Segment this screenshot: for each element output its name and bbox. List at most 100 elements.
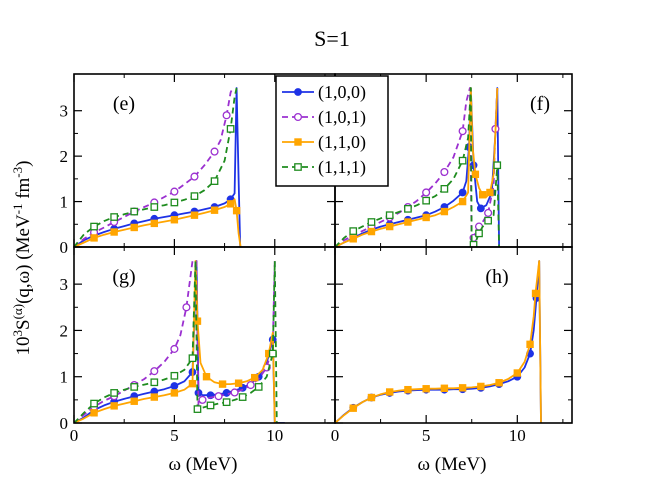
panel-h: 0 5 10 (h) — [331, 246, 573, 445]
data-point-1-1-0 — [404, 385, 412, 394]
data-point-1-1-1 — [130, 383, 139, 391]
data-point-1-1-0 — [150, 219, 159, 228]
legend-label: (1,0,1) — [318, 107, 366, 128]
data-point-1-0-0 — [170, 382, 179, 390]
y-tick-label: 3 — [60, 275, 69, 294]
data-point-1-1-0 — [477, 382, 485, 391]
data-point-1-1-1 — [210, 177, 219, 185]
data-point-1-0-1 — [458, 127, 467, 136]
data-point-1-1-0 — [193, 317, 202, 325]
data-point-1-1-0 — [349, 235, 357, 243]
data-point-1-1-1 — [254, 383, 263, 391]
legend-marker — [293, 112, 303, 122]
data-point-1-1-1 — [226, 125, 235, 133]
data-point-1-1-0 — [422, 213, 430, 222]
data-point-1-1-1 — [170, 198, 179, 207]
y-tick-label: 2 — [60, 321, 69, 340]
data-point-1-0-1 — [170, 187, 179, 196]
data-point-1-1-1 — [150, 378, 159, 387]
data-point-1-0-1 — [222, 111, 231, 120]
data-point-1-1-1 — [110, 389, 119, 397]
data-point-1-1-0 — [367, 393, 376, 402]
data-point-1-1-1 — [150, 203, 159, 211]
data-point-1-1-1 — [475, 229, 483, 238]
data-point-1-1-0 — [440, 207, 449, 216]
data-point-1-1-1 — [238, 393, 247, 401]
data-point-1-1-0 — [422, 385, 430, 393]
data-point-1-0-1 — [198, 395, 207, 404]
data-point-1-0-1 — [190, 172, 199, 181]
data-point-1-1-0 — [218, 380, 227, 388]
y-tick-label: 0 — [60, 238, 69, 257]
series-line-1-1-0 — [335, 260, 542, 423]
panel-label: (g) — [112, 266, 135, 288]
panel-g: 0 5 10 0 1 2 3 (g) — [60, 246, 336, 445]
data-point-1-1-0 — [150, 393, 159, 401]
data-point-1-1-1 — [110, 213, 119, 221]
figure-title: S=1 — [314, 26, 350, 51]
legend-label: (1,0,0) — [318, 82, 366, 103]
data-point-1-1-0 — [404, 218, 412, 226]
data-point-1-1-0 — [110, 402, 118, 410]
x-tick-label: 5 — [422, 426, 431, 445]
x-tick-label: 5 — [170, 426, 179, 445]
x-tick-label: 10 — [266, 426, 283, 445]
data-point-1-1-0 — [202, 373, 211, 381]
series-line-1-1-1 — [74, 87, 238, 247]
x-tick-label: 0 — [331, 426, 340, 445]
data-point-1-1-1 — [222, 398, 231, 407]
data-point-1-1-1 — [385, 211, 394, 220]
legend-entry-1-0-1: (1,0,1) — [282, 107, 366, 128]
data-point-1-1-0 — [458, 197, 467, 206]
data-point-1-1-0 — [130, 223, 138, 232]
y-tick-label: 0 — [60, 414, 69, 433]
data-point-1-1-0 — [531, 289, 540, 298]
data-point-1-1-0 — [210, 206, 219, 214]
y-tick-label: 3 — [60, 102, 69, 121]
legend-label: (1,1,1) — [318, 157, 366, 178]
legend-marker — [294, 163, 302, 171]
data-point-1-0-1 — [182, 303, 191, 312]
data-point-1-1-0 — [513, 369, 522, 377]
data-point-1-1-1 — [193, 405, 202, 413]
data-point-1-1-0 — [385, 388, 394, 396]
data-point-1-0-1 — [150, 367, 159, 376]
legend-entry-1-1-0: (1,1,0) — [282, 132, 366, 153]
data-point-1-1-0 — [471, 170, 480, 179]
y-tick-label: 1 — [60, 193, 69, 212]
data-point-1-1-0 — [385, 222, 394, 231]
data-point-1-0-1 — [230, 388, 239, 397]
data-point-1-1-0 — [526, 340, 534, 349]
data-point-1-1-1 — [190, 192, 199, 200]
panel-label: (e) — [113, 93, 135, 115]
data-point-1-1-0 — [130, 397, 138, 405]
series-line-1-0-0 — [335, 260, 542, 423]
data-point-1-1-1 — [422, 196, 431, 205]
data-point-1-0-1 — [484, 208, 493, 217]
data-point-1-1-0 — [486, 188, 494, 197]
series-line-1-0-0 — [74, 260, 285, 423]
data-point-1-1-1 — [206, 401, 215, 410]
data-point-1-1-1 — [367, 218, 376, 226]
series-group — [335, 87, 502, 247]
data-point-1-0-0 — [458, 188, 467, 197]
data-point-1-1-1 — [170, 371, 179, 380]
data-point-1-1-1 — [349, 227, 358, 235]
legend-marker — [294, 138, 302, 146]
data-point-1-1-0 — [349, 404, 357, 412]
data-point-1-1-1 — [130, 207, 139, 216]
data-point-1-1-0 — [170, 216, 179, 224]
data-point-1-1-0 — [250, 373, 259, 382]
panel-frame — [334, 246, 573, 424]
y-axis-label: 103S(α)(q,ω) (MeV-1 fm-3) — [10, 161, 34, 356]
data-point-1-1-1 — [440, 185, 449, 193]
data-point-1-1-0 — [188, 379, 197, 388]
panel-label: (h) — [485, 266, 508, 288]
legend: (1,0,0) (1,0,1) (1,1,0) (1,1,1) — [275, 75, 389, 187]
panels: 0 1 2 3 (e) (f) 0 5 10 0 1 2 3 (g) 0 5 10 (h) — [60, 73, 573, 445]
legend-label: (1,1,0) — [318, 132, 366, 153]
x-tick-label: 0 — [70, 426, 79, 445]
legend-entry-1-1-1: (1,1,1) — [282, 157, 366, 178]
x-tick-label: 10 — [509, 426, 526, 445]
data-point-1-1-0 — [458, 384, 467, 392]
